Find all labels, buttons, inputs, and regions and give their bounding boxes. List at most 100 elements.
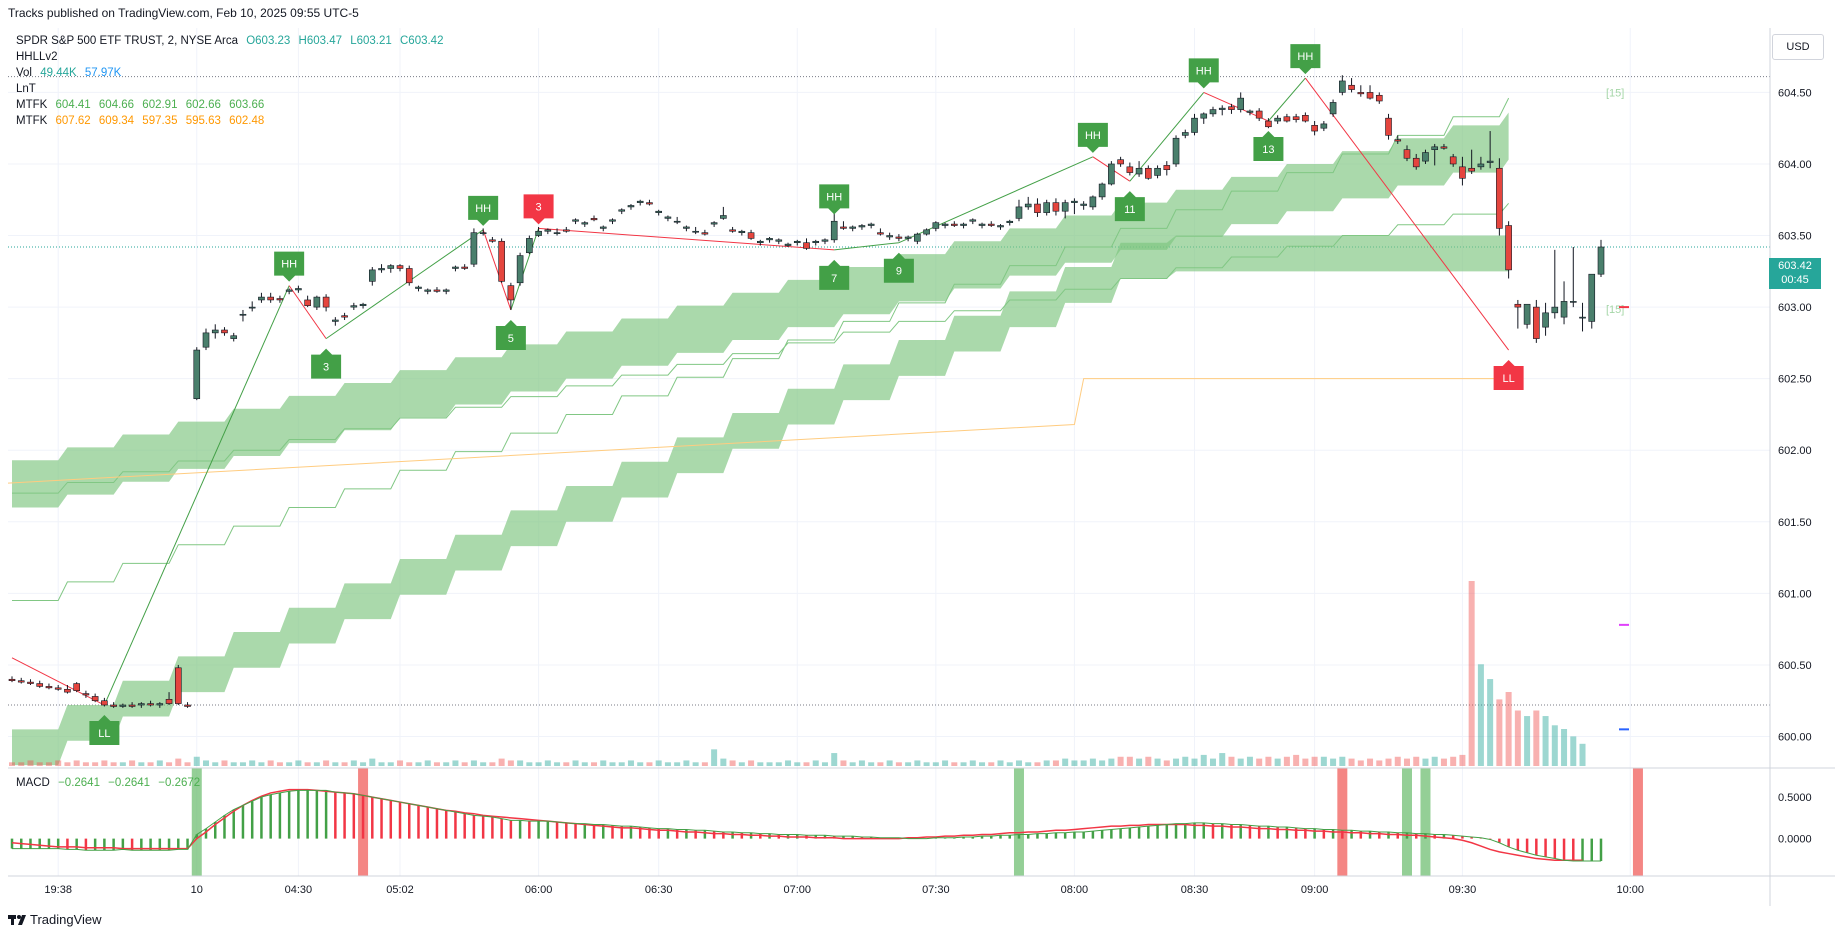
currency-button[interactable]: USD <box>1772 34 1824 60</box>
volume-bar <box>73 760 80 766</box>
candle-body <box>951 223 958 226</box>
volume-bar <box>267 760 274 766</box>
pivot-labels: LL HH 3 HH 3 5 HH 7 9 HH 11 HH 13 HH LL <box>89 44 1524 746</box>
pivot-flag <box>1253 131 1284 162</box>
x-tick-label: 19:38 <box>44 884 72 896</box>
candle-body <box>914 233 921 242</box>
band-label: [15] <box>1606 304 1624 316</box>
candle-body <box>1052 202 1060 212</box>
candle-body <box>341 315 348 318</box>
volume-bar <box>1551 725 1558 766</box>
mtfk2-label: MTFK <box>16 115 48 127</box>
candle-body <box>1496 167 1503 229</box>
volume-bar <box>1209 758 1216 766</box>
volume-bar <box>470 760 477 766</box>
volume-bar <box>701 762 708 766</box>
candle-body <box>1486 160 1494 163</box>
candle-body <box>766 238 773 241</box>
legend-macd: MACD −0.2641 −0.2641 −0.2672 <box>16 776 205 791</box>
candle-body <box>221 329 228 334</box>
candle-body <box>1588 273 1596 322</box>
candle-body <box>1551 306 1559 314</box>
volume-value-1: 49.44K <box>40 67 77 79</box>
volume-bars <box>9 581 1586 766</box>
candle-body <box>1108 163 1115 185</box>
legend-mtfk-2: MTFK 607.62 609.34 597.35 595.63 602.48 <box>16 114 269 129</box>
candle-body <box>720 215 727 219</box>
candle-body <box>138 703 145 706</box>
volume-bar <box>1403 758 1410 766</box>
volume-bar <box>1154 758 1161 766</box>
candle-body <box>156 703 164 706</box>
volume-bar <box>831 753 838 766</box>
pivot-flag <box>1188 58 1219 89</box>
volume-bar <box>849 762 856 766</box>
candle-body <box>757 240 764 244</box>
candle-body <box>969 219 977 222</box>
volume-bar <box>757 762 764 766</box>
volume-bar <box>27 760 34 766</box>
volume-bar <box>203 760 210 766</box>
candle-body <box>516 255 524 284</box>
pivot-flag <box>1114 191 1145 222</box>
macd-value: −0.2672 <box>158 777 201 789</box>
pivot-marker: HH <box>1188 58 1219 89</box>
x-tick-label: 10 <box>191 884 203 896</box>
volume-bar <box>230 762 237 766</box>
zigzag-segment <box>103 285 290 706</box>
candle-body <box>193 349 201 400</box>
candle-body <box>54 687 62 690</box>
candle-body <box>128 704 136 707</box>
volume-bar <box>1367 758 1374 766</box>
volume-bar <box>951 762 958 766</box>
volume-bar <box>572 760 579 766</box>
band-outline <box>12 203 1509 494</box>
candle-body <box>1385 117 1392 136</box>
y-tick-label: 600.50 <box>1778 660 1812 672</box>
pivot-label: 9 <box>896 266 902 278</box>
candle-body <box>1449 156 1457 165</box>
volume-bar <box>960 762 967 766</box>
candle-body <box>1560 301 1568 318</box>
pivot-label: 3 <box>536 201 542 213</box>
candlesticks <box>8 75 1605 708</box>
footer-brand[interactable]: TradingView <box>8 912 102 927</box>
volume-bar <box>563 762 570 766</box>
zigzag-segment <box>482 229 512 311</box>
volume-bar <box>591 762 598 766</box>
volume-bar <box>1256 758 1263 766</box>
volume-bar <box>378 762 385 766</box>
candle-body <box>1292 116 1300 120</box>
pivot-label: HH <box>1085 130 1101 142</box>
volume-bar <box>766 762 773 766</box>
volume-bar <box>184 762 191 766</box>
published-header: Tracks published on TradingView.com, Feb… <box>8 6 359 20</box>
candle-body <box>378 268 385 271</box>
zigzag-segment <box>538 227 835 251</box>
volume-bar <box>1117 756 1124 766</box>
candle-body <box>904 236 912 239</box>
volume-bar <box>1579 743 1586 766</box>
candle-body <box>147 703 154 706</box>
band-label: [15] <box>1606 88 1624 100</box>
mtfk1-value: 604.66 <box>98 99 135 111</box>
pivot-marker: HH <box>274 251 305 282</box>
volume-bar <box>729 760 736 766</box>
volume-bar <box>295 760 302 766</box>
y-tick-label: 601.50 <box>1778 517 1812 529</box>
pivot-label: HH <box>1196 65 1212 77</box>
candle-body <box>359 303 367 306</box>
volume-bar <box>600 760 607 766</box>
volume-bar <box>775 762 782 766</box>
candle-body <box>710 222 718 225</box>
candle-body <box>27 681 34 684</box>
volume-bar <box>988 762 995 766</box>
volume-bar <box>45 762 52 766</box>
candle-body <box>442 289 450 292</box>
candle-body <box>849 226 856 229</box>
candle-body <box>997 225 1004 228</box>
volume-bar <box>313 762 320 766</box>
y-tick-label: 602.00 <box>1778 445 1812 457</box>
x-tick-label: 09:30 <box>1449 884 1477 896</box>
